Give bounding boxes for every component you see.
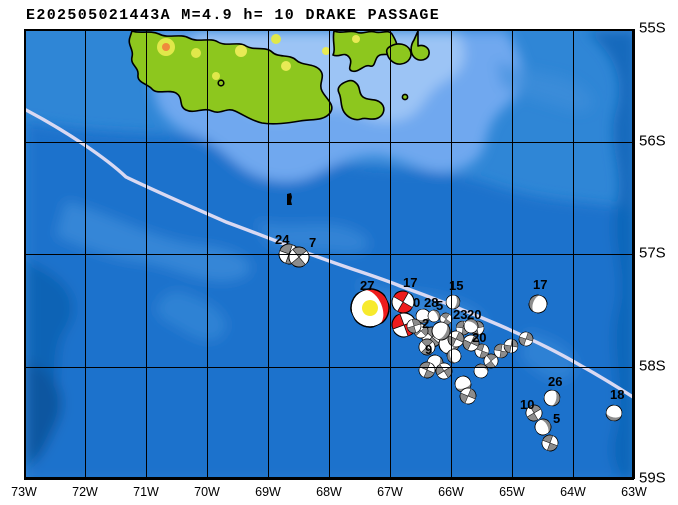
svg-text:27: 27: [360, 278, 374, 293]
svg-text:17: 17: [403, 275, 417, 290]
svg-text:10: 10: [520, 397, 534, 412]
svg-text:20: 20: [472, 330, 486, 345]
svg-text:7: 7: [309, 235, 316, 250]
svg-text:23: 23: [453, 307, 467, 322]
svg-text:5: 5: [436, 298, 443, 313]
svg-text:20: 20: [467, 307, 481, 322]
svg-text:24: 24: [275, 232, 290, 247]
svg-text:26: 26: [548, 374, 562, 389]
svg-text:0: 0: [413, 295, 420, 310]
svg-text:2: 2: [422, 316, 429, 331]
svg-text:9: 9: [425, 342, 432, 357]
svg-text:18: 18: [610, 387, 624, 402]
svg-text:5: 5: [553, 411, 560, 426]
svg-text:17: 17: [533, 277, 547, 292]
